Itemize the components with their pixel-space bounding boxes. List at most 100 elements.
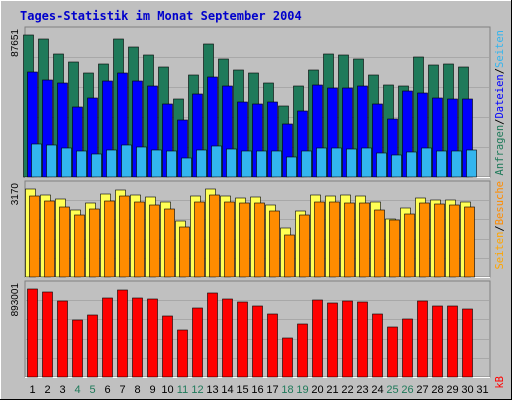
x-tick-label-day-28: 28 [431,384,443,396]
bar-seiten-top-day-13 [211,145,222,178]
series-label-top: Anfragen/Dateien/Seiten [494,30,506,175]
bar-kb-bottom-day-10 [162,315,173,378]
bar-besuche-middle-day-26 [404,213,415,278]
bar-besuche-middle-day-13 [209,194,220,278]
bar-besuche-middle-day-6 [104,200,115,278]
bar-seiten-top-day-23 [361,147,372,178]
x-tick-label-day-30: 30 [461,384,473,396]
x-tick-label-day-1: 1 [29,384,35,396]
x-tick-label-day-10: 10 [161,384,173,396]
bar-kb-bottom-day-23 [357,301,368,378]
x-tick-label-day-2: 2 [44,384,50,396]
series-label-part: / [494,119,506,125]
bar-seiten-top-day-1 [31,143,42,178]
bar-besuche-middle-day-4 [74,214,85,278]
x-tick-label-day-9: 9 [149,384,155,396]
bar-seiten-top-day-5 [91,153,102,178]
bar-kb-bottom-day-14 [222,298,233,378]
x-tick-label-day-3: 3 [59,384,65,396]
bar-besuche-middle-day-3 [59,206,70,278]
y-max-label-middle: 3170 [10,183,21,206]
x-tick-label-day-8: 8 [134,384,140,396]
bar-seiten-top-day-9 [151,149,162,178]
x-tick-label-day-13: 13 [206,384,218,396]
x-tick-label-day-11: 11 [177,384,188,396]
series-label-part: Dateien [494,74,506,118]
panel-top [23,26,491,178]
bar-seiten-top-day-28 [436,150,447,178]
x-tick-label-day-15: 15 [236,384,248,396]
bar-besuche-middle-day-24 [374,209,385,278]
bar-seiten-top-day-21 [331,147,342,178]
x-tick-label-day-14: 14 [221,384,233,396]
series-label-part: Anfragen [494,125,506,176]
x-tick-label-day-26: 26 [401,384,413,396]
panel-middle [24,180,491,278]
bar-seiten-top-day-18 [286,156,297,178]
bar-seiten-top-day-12 [196,149,207,178]
bar-seiten-top-day-6 [106,149,117,178]
bar-seiten-top-day-7 [121,144,132,178]
panel-bottom [24,280,491,378]
bar-kb-bottom-day-6 [102,297,113,378]
bar-kb-bottom-day-16 [252,305,263,378]
bar-besuche-middle-day-22 [344,202,355,278]
bar-seiten-top-day-14 [226,148,237,178]
bar-besuche-middle-day-28 [434,203,445,278]
bar-seiten-top-day-10 [166,150,177,178]
x-tick-label-day-6: 6 [104,384,110,396]
bar-besuche-middle-day-29 [449,204,460,278]
bar-kb-bottom-day-13 [207,292,218,378]
bar-besuche-middle-day-7 [119,195,130,278]
x-tick-label-day-18: 18 [281,384,293,396]
bar-kb-bottom-day-29 [447,305,458,378]
bar-seiten-top-day-29 [451,150,462,178]
bar-besuche-middle-day-16 [254,202,265,278]
bar-seiten-top-day-8 [136,146,147,178]
bar-seiten-top-day-25 [391,154,402,178]
series-label-bottom: kB [494,376,506,389]
bar-besuche-middle-day-5 [89,208,100,278]
bar-seiten-top-day-22 [346,148,357,178]
bar-kb-bottom-day-17 [267,313,278,378]
bar-kb-bottom-day-22 [342,300,353,378]
bar-kb-bottom-day-27 [417,300,428,378]
x-tick-label-day-22: 22 [341,384,353,396]
bar-besuche-middle-day-21 [329,201,340,278]
bar-kb-bottom-day-30 [462,308,473,378]
series-label-middle: Seiten/Besuche [494,181,506,270]
bar-kb-bottom-day-9 [147,298,158,378]
series-label-part: kB [494,376,506,389]
bar-besuche-middle-day-30 [464,206,475,278]
x-axis-labels: 1 2 3 4 5 6 7 8 9 10 11 12 13 14 15 16 17 18 19 20 21 22 23 24 2… [29,384,488,396]
bar-besuche-middle-day-14 [224,201,235,278]
bar-besuche-middle-day-19 [299,214,310,278]
x-tick-label-day-16: 16 [251,384,263,396]
series-label-part: Seiten [494,30,506,68]
bar-kb-bottom-day-21 [327,302,338,378]
bar-kb-bottom-day-12 [192,307,203,378]
bar-kb-bottom-day-1 [27,288,38,378]
x-tick-label-day-7: 7 [119,384,125,396]
bar-seiten-top-day-20 [316,147,327,178]
bar-kb-bottom-day-4 [72,319,83,378]
bar-seiten-top-day-4 [76,150,87,178]
bar-seiten-top-day-27 [421,147,432,178]
bar-besuche-middle-day-1 [29,195,40,278]
bar-kb-bottom-day-28 [432,305,443,378]
bar-kb-bottom-day-3 [57,300,68,378]
bar-besuche-middle-day-23 [359,202,370,278]
bar-kb-bottom-day-7 [117,289,128,378]
bar-besuche-middle-day-11 [179,226,190,278]
x-tick-label-day-21: 21 [326,384,338,396]
bar-kb-bottom-day-25 [387,326,398,378]
series-label-part: Seiten [494,232,506,270]
x-tick-label-day-4: 4 [74,384,80,396]
x-tick-label-day-20: 20 [311,384,323,396]
bar-kb-bottom-day-19 [297,323,308,378]
bar-seiten-top-day-2 [46,144,57,178]
bar-kb-bottom-day-20 [312,299,323,378]
bar-seiten-top-day-3 [61,147,72,178]
bar-kb-bottom-day-26 [402,318,413,378]
